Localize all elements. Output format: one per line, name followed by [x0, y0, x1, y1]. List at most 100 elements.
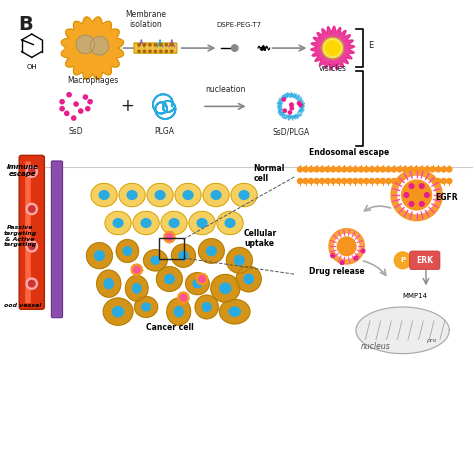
Circle shape	[331, 254, 335, 257]
Ellipse shape	[199, 239, 224, 263]
Text: OH: OH	[27, 64, 37, 70]
Circle shape	[26, 203, 37, 215]
Circle shape	[74, 102, 78, 106]
Circle shape	[364, 178, 369, 183]
Circle shape	[402, 178, 408, 183]
Circle shape	[419, 167, 424, 172]
Circle shape	[83, 95, 88, 99]
Ellipse shape	[156, 267, 182, 292]
Circle shape	[436, 167, 441, 172]
Circle shape	[26, 278, 37, 289]
Circle shape	[164, 231, 175, 243]
Circle shape	[402, 167, 408, 172]
Circle shape	[231, 45, 238, 51]
Ellipse shape	[227, 247, 252, 273]
Circle shape	[397, 178, 402, 183]
Ellipse shape	[97, 270, 121, 297]
Circle shape	[337, 237, 356, 255]
Text: SsD: SsD	[69, 128, 83, 137]
Circle shape	[353, 178, 358, 183]
Circle shape	[60, 100, 64, 104]
Circle shape	[325, 167, 330, 172]
Ellipse shape	[219, 300, 250, 324]
Ellipse shape	[225, 219, 235, 228]
Ellipse shape	[235, 255, 244, 265]
Ellipse shape	[123, 247, 132, 255]
Circle shape	[380, 178, 385, 183]
Circle shape	[196, 273, 208, 284]
Text: E: E	[368, 41, 373, 50]
Circle shape	[419, 184, 424, 189]
Ellipse shape	[105, 211, 131, 235]
Circle shape	[331, 178, 336, 183]
Circle shape	[298, 178, 302, 183]
Ellipse shape	[144, 250, 167, 271]
Ellipse shape	[133, 283, 141, 293]
Circle shape	[171, 44, 173, 46]
Circle shape	[336, 167, 341, 172]
Circle shape	[342, 167, 347, 172]
Circle shape	[314, 178, 319, 183]
Circle shape	[28, 243, 35, 250]
Circle shape	[199, 276, 205, 282]
Circle shape	[72, 116, 76, 120]
Text: Passive
targeting
& Active
targeting: Passive targeting & Active targeting	[3, 225, 37, 247]
Circle shape	[409, 201, 414, 206]
Circle shape	[314, 167, 319, 172]
Ellipse shape	[127, 191, 137, 200]
Circle shape	[322, 37, 343, 59]
Circle shape	[160, 50, 162, 53]
Ellipse shape	[179, 251, 188, 260]
Circle shape	[138, 44, 140, 46]
Circle shape	[413, 178, 419, 183]
Circle shape	[149, 44, 151, 46]
Polygon shape	[61, 17, 124, 79]
Text: visicles: visicles	[319, 64, 346, 73]
Circle shape	[386, 167, 391, 172]
Circle shape	[319, 167, 325, 172]
Circle shape	[26, 241, 37, 252]
Circle shape	[154, 44, 156, 46]
Circle shape	[76, 35, 95, 54]
Ellipse shape	[203, 183, 229, 207]
Circle shape	[335, 234, 359, 258]
Ellipse shape	[220, 283, 231, 293]
Circle shape	[436, 178, 441, 183]
Circle shape	[303, 178, 308, 183]
Circle shape	[143, 44, 146, 46]
Circle shape	[134, 266, 140, 273]
Text: +: +	[120, 97, 134, 115]
Text: pro: pro	[426, 338, 437, 343]
Circle shape	[290, 107, 293, 110]
Circle shape	[342, 178, 347, 183]
Circle shape	[398, 176, 435, 214]
Circle shape	[386, 178, 391, 183]
Ellipse shape	[112, 307, 124, 317]
Circle shape	[303, 167, 308, 172]
Circle shape	[28, 206, 35, 212]
Ellipse shape	[186, 273, 209, 295]
Circle shape	[298, 167, 302, 172]
Circle shape	[288, 111, 292, 114]
Ellipse shape	[103, 298, 133, 325]
Ellipse shape	[174, 307, 183, 317]
Circle shape	[364, 167, 369, 172]
Ellipse shape	[211, 274, 240, 302]
Circle shape	[375, 178, 380, 183]
Ellipse shape	[207, 246, 216, 255]
Ellipse shape	[99, 191, 109, 200]
Circle shape	[425, 193, 429, 197]
Circle shape	[290, 103, 293, 107]
Ellipse shape	[183, 191, 193, 200]
Ellipse shape	[175, 183, 201, 207]
Circle shape	[408, 167, 413, 172]
Circle shape	[331, 167, 336, 172]
Circle shape	[441, 167, 447, 172]
Ellipse shape	[116, 239, 138, 263]
Text: ood vessel: ood vessel	[4, 303, 41, 308]
Ellipse shape	[135, 297, 158, 318]
Ellipse shape	[142, 303, 150, 311]
Text: Endosomal escape: Endosomal escape	[310, 148, 390, 157]
Circle shape	[392, 167, 397, 172]
Text: PLGA: PLGA	[155, 128, 175, 137]
